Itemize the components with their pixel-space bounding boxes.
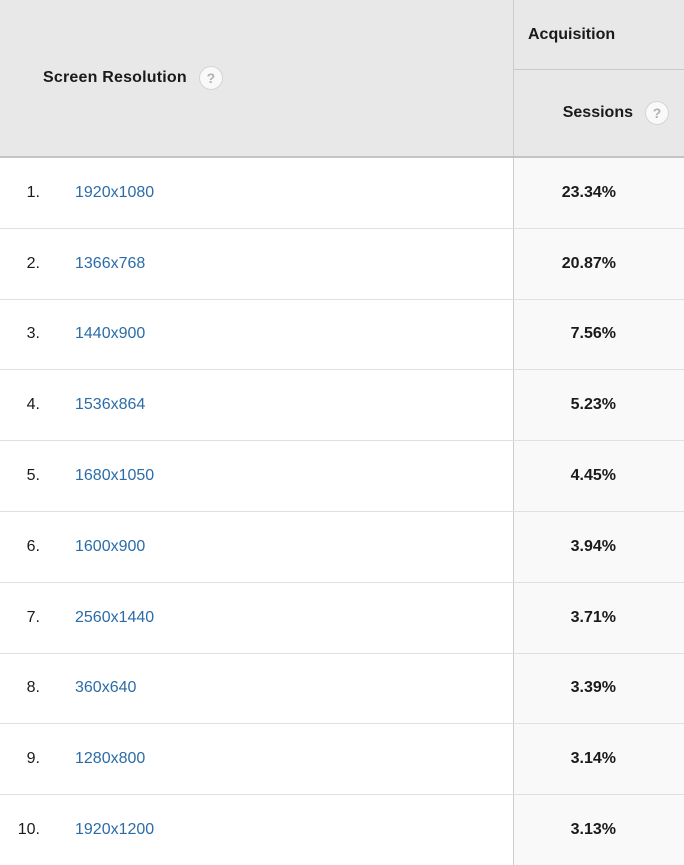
table-row: 7. 2560x1440 3.71% xyxy=(0,582,684,654)
acquisition-header-label: Acquisition xyxy=(528,25,616,43)
help-icon[interactable]: ? xyxy=(198,66,223,90)
sessions-value: 23.34% xyxy=(561,183,616,201)
resolution-cell: 1. 1920x1080 xyxy=(0,158,514,228)
resolution-link[interactable]: 1280x800 xyxy=(75,750,146,768)
sessions-value: 3.94% xyxy=(570,537,616,555)
row-rank: 1. xyxy=(26,183,40,201)
sessions-cell: 3.71% xyxy=(514,582,684,653)
resolution-cell: 7. 2560x1440 xyxy=(0,582,514,653)
resolution-link[interactable]: 360x640 xyxy=(75,679,137,697)
sessions-cell: 5.23% xyxy=(514,370,684,441)
table-row: 4. 1536x864 5.23% xyxy=(0,370,684,442)
sessions-header-label: Sessions xyxy=(562,104,633,121)
table-row: 1. 1920x1080 23.34% xyxy=(0,158,684,229)
help-icon[interactable]: ? xyxy=(645,101,669,125)
table-row: 5. 1680x1050 4.45% xyxy=(0,441,684,512)
sessions-column-header[interactable]: Sessions ? xyxy=(514,70,684,156)
sessions-value: 3.39% xyxy=(570,679,616,697)
resolution-link[interactable]: 1680x1050 xyxy=(75,467,155,485)
table-row: 9. 1280x800 3.14% xyxy=(0,724,684,796)
resolution-link[interactable]: 1536x864 xyxy=(75,396,146,414)
sessions-cell: 3.14% xyxy=(514,724,684,795)
sessions-cell: 23.34% xyxy=(514,158,684,228)
sessions-value: 3.71% xyxy=(570,608,616,626)
row-rank: 7. xyxy=(26,608,40,626)
row-rank: 10. xyxy=(17,821,40,839)
sessions-value: 3.13% xyxy=(570,821,616,839)
row-rank: 3. xyxy=(26,325,40,343)
row-rank: 2. xyxy=(26,254,40,272)
resolution-link[interactable]: 1920x1080 xyxy=(75,183,155,201)
resolution-cell: 10. 1920x1200 xyxy=(0,795,514,865)
dimension-column-header[interactable]: Screen Resolution ? xyxy=(0,0,514,156)
resolution-cell: 2. 1366x768 xyxy=(0,228,514,299)
table-row: 6. 1600x900 3.94% xyxy=(0,511,684,583)
sessions-cell: 7.56% xyxy=(514,299,684,370)
acquisition-group-header: Acquisition xyxy=(514,0,684,70)
sessions-cell: 3.39% xyxy=(514,653,684,724)
row-rank: 4. xyxy=(26,396,40,414)
sessions-value: 20.87% xyxy=(561,254,616,272)
table-row: 2. 1366x768 20.87% xyxy=(0,228,684,300)
resolution-link[interactable]: 1366x768 xyxy=(75,254,146,272)
sessions-cell: 3.13% xyxy=(514,795,684,865)
table-body: 1. 1920x1080 23.34% 2. 1366x768 20.87% 3… xyxy=(0,158,684,865)
resolution-link[interactable]: 1920x1200 xyxy=(75,821,155,839)
sessions-value: 7.56% xyxy=(570,325,616,343)
row-rank: 9. xyxy=(26,750,40,768)
table-row: 8. 360x640 3.39% xyxy=(0,653,684,725)
table-header: Screen Resolution ? Acquisition Sessions… xyxy=(0,0,684,158)
row-rank: 8. xyxy=(26,679,40,697)
resolution-link[interactable]: 1600x900 xyxy=(75,537,146,555)
row-rank: 6. xyxy=(26,537,40,555)
resolution-cell: 3. 1440x900 xyxy=(0,299,514,370)
sessions-cell: 20.87% xyxy=(514,228,684,299)
sessions-cell: 3.94% xyxy=(514,511,684,582)
sessions-cell: 4.45% xyxy=(514,441,684,511)
row-rank: 5. xyxy=(26,467,40,485)
sessions-value: 3.14% xyxy=(570,750,616,768)
sessions-value: 5.23% xyxy=(570,396,616,414)
resolution-link[interactable]: 1440x900 xyxy=(75,325,146,343)
table-row: 10. 1920x1200 3.13% xyxy=(0,795,684,865)
metric-group-column: Acquisition Sessions ? xyxy=(514,0,684,156)
sessions-value: 4.45% xyxy=(570,467,616,485)
resolution-cell: 8. 360x640 xyxy=(0,653,514,724)
resolution-cell: 5. 1680x1050 xyxy=(0,441,514,511)
resolution-link[interactable]: 2560x1440 xyxy=(75,608,155,626)
table-row: 3. 1440x900 7.56% xyxy=(0,299,684,371)
resolution-cell: 9. 1280x800 xyxy=(0,724,514,795)
resolution-cell: 6. 1600x900 xyxy=(0,511,514,582)
dimension-header-label: Screen Resolution xyxy=(43,69,187,86)
resolution-cell: 4. 1536x864 xyxy=(0,370,514,441)
